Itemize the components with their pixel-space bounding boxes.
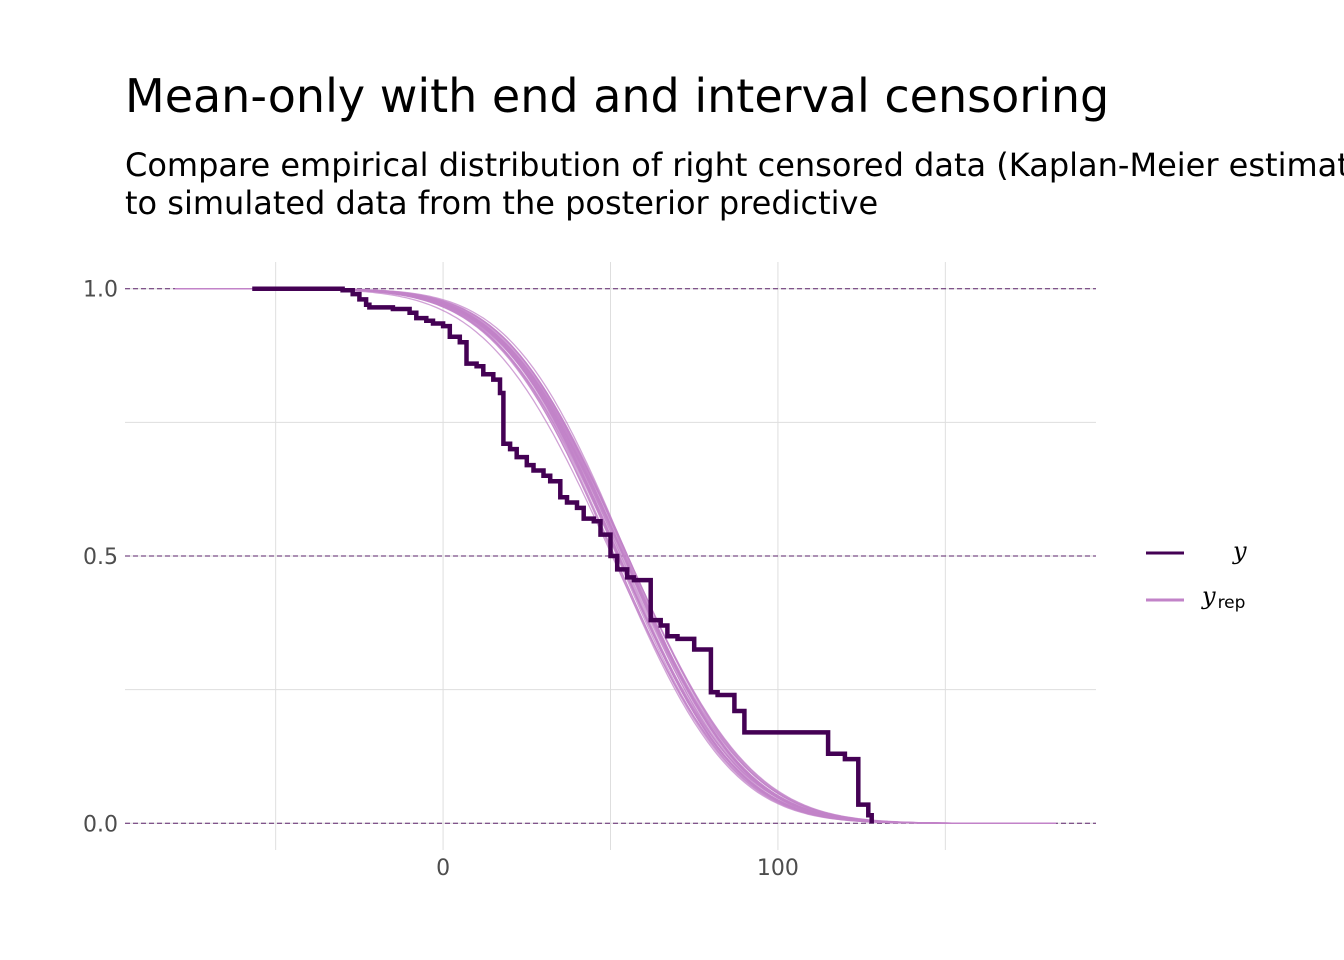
legend-label-yrep-sub: rep (1218, 593, 1246, 613)
y-tick-label: 0.0 (83, 812, 118, 837)
legend: y y rep (1146, 537, 1247, 613)
axis-tick-labels: 0.0 0.5 1.0 0 100 (83, 278, 799, 881)
chart-subtitle-line-1: Compare empirical distribution of right … (125, 146, 1344, 184)
y-line (252, 286, 874, 824)
x-tick-label: 0 (436, 856, 450, 881)
legend-label-yrep: y rep (1201, 582, 1245, 613)
chart-title: Mean-only with end and interval censorin… (125, 69, 1110, 123)
chart-subtitle-line-2: to simulated data from the posterior pre… (125, 184, 879, 222)
x-tick-label: 100 (757, 856, 799, 881)
legend-label-y: y (1232, 537, 1247, 565)
chart-subtitle: Compare empirical distribution of right … (125, 146, 1344, 222)
yrep-series (175, 288, 1056, 824)
legend-label-yrep-base: y (1201, 582, 1216, 610)
y-tick-label: 1.0 (83, 278, 118, 303)
y-series (252, 286, 874, 824)
y-tick-label: 0.5 (83, 545, 118, 570)
